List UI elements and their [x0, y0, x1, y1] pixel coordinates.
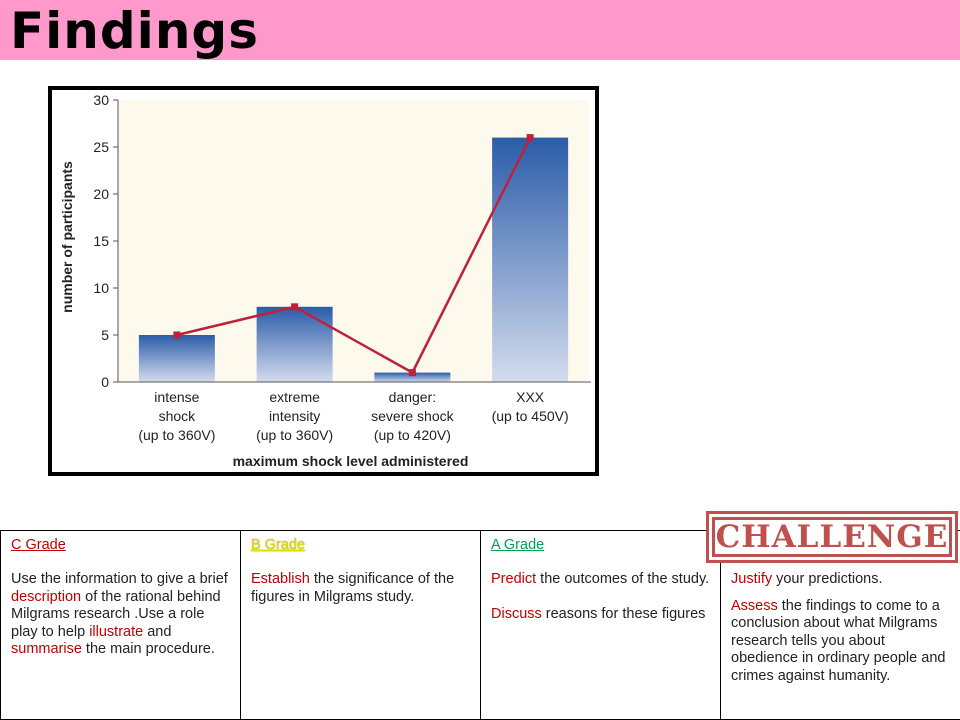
b-grade-heading: B Grade	[251, 537, 305, 553]
c-grade-column: C Grade Use the information to give a br…	[1, 531, 241, 720]
x-category-label: XXX	[516, 389, 545, 405]
bar	[492, 137, 569, 382]
keyword-discuss: Discuss	[491, 605, 542, 622]
b-grade-text: Establish the significance of the figure…	[251, 571, 455, 605]
y-tick-label: 20	[93, 186, 109, 202]
y-tick-label: 5	[101, 327, 109, 343]
chart-frame: 0 5 10 15 20 25 30 intense shock (up to 360V) ext…	[48, 86, 599, 476]
keyword-establish: Establish	[251, 571, 310, 587]
challenge-text-justify: Justify your predictions.	[731, 571, 883, 587]
y-tick-label: 15	[93, 233, 109, 249]
b-grade-column: B Grade Establish the significance of th…	[241, 531, 481, 720]
a-grade-text-predict: Predict the outcomes of the study.	[491, 571, 710, 587]
x-category-label: (up to 450V)	[492, 408, 569, 424]
c-grade-heading: C Grade	[11, 537, 66, 553]
trend-point	[173, 331, 181, 339]
x-category-label: intense	[154, 389, 199, 405]
y-axis-label: number of participants	[59, 161, 75, 313]
x-category-label: intensity	[269, 408, 320, 424]
trend-point	[291, 303, 299, 311]
y-tick-label: 0	[101, 374, 109, 390]
a-grade-text-discuss: Discuss reasons for these figures	[491, 605, 706, 622]
x-category-label: extreme	[269, 389, 320, 405]
shock-bar-chart: 0 5 10 15 20 25 30 intense shock (up to 360V) ext…	[59, 92, 591, 469]
c-grade-text: Use the information to give a brief desc…	[11, 571, 228, 657]
keyword-description: description	[11, 588, 82, 605]
keyword-summarise: summarise	[11, 641, 82, 657]
challenge-stamp-text: CHALLENGE	[712, 517, 952, 557]
keyword-predict: Predict	[491, 571, 537, 587]
x-category-label: (up to 360V)	[256, 427, 333, 443]
keyword-justify: Justify	[731, 571, 773, 587]
y-tick-label: 30	[93, 92, 109, 108]
keyword-assess: Assess	[731, 597, 778, 614]
keyword-illustrate: illustrate	[89, 623, 144, 640]
y-tick-label: 25	[93, 139, 109, 155]
x-category-label: (up to 420V)	[374, 427, 451, 443]
a-grade-column: A Grade Predict the outcomes of the stud…	[481, 531, 721, 720]
challenge-column: Justify your predictions. Assess the fin…	[721, 531, 960, 720]
y-tick-label: 10	[93, 280, 109, 296]
trend-line	[176, 137, 532, 375]
trend-point	[408, 369, 416, 377]
challenge-text-assess: Assess the findings to come to a conclus…	[731, 597, 946, 684]
x-category-label: severe shock	[371, 408, 454, 424]
a-grade-heading: A Grade	[491, 537, 545, 553]
page-title: Findings	[10, 2, 259, 60]
x-category-label: (up to 360V)	[138, 427, 215, 443]
x-category-label: shock	[159, 408, 197, 424]
x-axis-label: maximum shock level administered	[233, 453, 469, 469]
challenge-stamp-logo: CHALLENGE	[706, 511, 958, 563]
bar	[138, 335, 215, 382]
x-category-label: danger:	[389, 389, 436, 405]
bar	[374, 372, 451, 382]
title-banner: Findings	[0, 0, 960, 60]
trend-point	[526, 134, 534, 142]
bar	[256, 306, 333, 382]
